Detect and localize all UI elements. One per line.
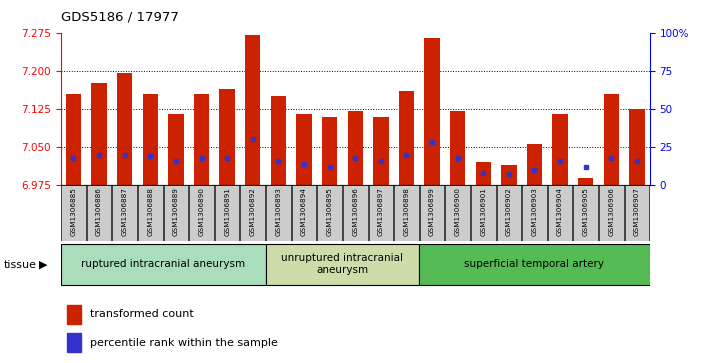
Bar [266, 185, 291, 241]
Bar [66, 94, 81, 185]
Bar [548, 185, 573, 241]
Text: GSM1306894: GSM1306894 [301, 187, 307, 236]
Text: GSM1306895: GSM1306895 [326, 187, 333, 236]
Bar [348, 111, 363, 185]
Text: GSM1306899: GSM1306899 [429, 187, 435, 236]
Bar [271, 96, 286, 185]
Text: GSM1306885: GSM1306885 [71, 187, 76, 236]
Bar [292, 185, 316, 241]
Text: GSM1306902: GSM1306902 [506, 187, 512, 236]
Text: GSM1306891: GSM1306891 [224, 187, 230, 236]
Bar [138, 185, 163, 241]
Text: GSM1306901: GSM1306901 [481, 187, 486, 236]
Bar [296, 114, 312, 185]
Bar [603, 94, 619, 185]
Text: GSM1306888: GSM1306888 [147, 187, 154, 236]
Text: ▶: ▶ [39, 260, 48, 270]
Text: GSM1306903: GSM1306903 [531, 187, 538, 236]
Bar [87, 185, 111, 241]
Bar [245, 35, 261, 185]
Bar [317, 185, 342, 241]
Text: GSM1306892: GSM1306892 [250, 187, 256, 236]
Text: GSM1306886: GSM1306886 [96, 187, 102, 236]
Bar [91, 83, 107, 185]
Bar [578, 178, 593, 185]
Bar [424, 38, 440, 185]
Text: unruptured intracranial
aneurysm: unruptured intracranial aneurysm [281, 253, 403, 275]
Bar [241, 185, 265, 241]
Bar [553, 114, 568, 185]
Text: GSM1306904: GSM1306904 [557, 187, 563, 236]
Bar [66, 305, 81, 323]
Text: GDS5186 / 17977: GDS5186 / 17977 [61, 11, 178, 24]
Text: GSM1306889: GSM1306889 [173, 187, 179, 236]
Bar [373, 117, 388, 185]
Bar [61, 185, 86, 241]
Bar [522, 185, 547, 241]
Text: GSM1306898: GSM1306898 [403, 187, 409, 236]
Bar [446, 185, 470, 241]
Bar [194, 94, 209, 185]
Text: GSM1306900: GSM1306900 [455, 187, 461, 236]
Bar [143, 94, 158, 185]
Bar [501, 165, 516, 185]
Bar [215, 185, 239, 241]
Text: superficial temporal artery: superficial temporal artery [465, 259, 605, 269]
Text: GSM1306906: GSM1306906 [608, 187, 614, 236]
Bar [496, 185, 521, 241]
Text: tissue: tissue [4, 260, 36, 270]
Bar [66, 334, 81, 352]
Bar [629, 109, 645, 185]
Bar [527, 144, 542, 185]
Bar [112, 185, 137, 241]
Bar [164, 185, 188, 241]
Text: GSM1306897: GSM1306897 [378, 187, 384, 236]
Text: GSM1306907: GSM1306907 [634, 187, 640, 236]
Bar [322, 117, 337, 185]
Bar [343, 185, 368, 241]
Text: ruptured intracranial aneurysm: ruptured intracranial aneurysm [81, 259, 245, 269]
FancyBboxPatch shape [61, 244, 266, 285]
Text: GSM1306893: GSM1306893 [276, 187, 281, 236]
FancyBboxPatch shape [266, 244, 419, 285]
Bar [599, 185, 623, 241]
Bar [625, 185, 649, 241]
Bar [471, 185, 496, 241]
Bar [169, 114, 183, 185]
Bar [476, 162, 491, 185]
Bar [117, 73, 132, 185]
Text: transformed count: transformed count [90, 309, 194, 319]
Text: GSM1306890: GSM1306890 [198, 187, 204, 236]
Bar [368, 185, 393, 241]
Bar [189, 185, 213, 241]
Bar [450, 111, 466, 185]
Text: GSM1306896: GSM1306896 [352, 187, 358, 236]
Text: GSM1306905: GSM1306905 [583, 187, 589, 236]
FancyBboxPatch shape [419, 244, 650, 285]
Text: GSM1306887: GSM1306887 [121, 187, 128, 236]
Bar [420, 185, 444, 241]
Bar [394, 185, 418, 241]
Bar [219, 89, 235, 185]
Bar [398, 91, 414, 185]
Text: percentile rank within the sample: percentile rank within the sample [90, 338, 278, 348]
Bar [573, 185, 598, 241]
